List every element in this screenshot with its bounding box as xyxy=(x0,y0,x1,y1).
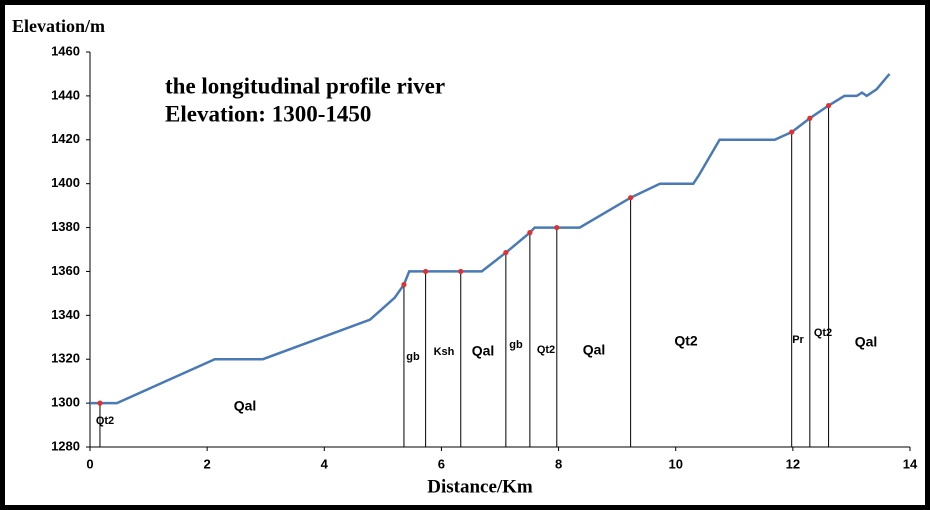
zone-label: Qal xyxy=(234,398,257,414)
zone-label: Qt2 xyxy=(674,333,698,349)
point xyxy=(527,230,533,236)
y-axis-label: Elevation/m xyxy=(12,16,105,36)
zone-label: gb xyxy=(406,351,420,363)
point xyxy=(458,268,464,275)
point xyxy=(789,129,795,135)
x-tick-label: 12 xyxy=(786,456,800,471)
x-tick-label: 8 xyxy=(555,456,562,471)
x-tick-label: 14 xyxy=(903,456,918,471)
zone-label: gb xyxy=(509,339,523,351)
zone-label: Qt2 xyxy=(537,344,555,356)
x-tick-label: 6 xyxy=(438,456,445,471)
zone-label: Qal xyxy=(472,343,495,359)
y-tick-label: 1440 xyxy=(51,87,80,102)
y-tick-label: 1280 xyxy=(51,438,80,453)
y-tick-label: 1380 xyxy=(51,219,80,234)
x-tick-label: 0 xyxy=(86,456,93,471)
profile-line xyxy=(90,73,891,405)
x-tick-label: 4 xyxy=(321,456,329,471)
y-tick-label: 1400 xyxy=(51,175,80,190)
point xyxy=(628,195,634,201)
zone-label: Pr xyxy=(792,334,804,346)
point xyxy=(423,268,429,275)
point xyxy=(503,249,509,256)
x-tick-label: 2 xyxy=(204,456,211,471)
y-tick-label: 1360 xyxy=(51,263,80,278)
y-tick-label: 1340 xyxy=(51,307,80,322)
y-tick-label: 1300 xyxy=(51,395,80,410)
zone-label: Qt2 xyxy=(814,327,832,339)
y-tick-label: 1460 xyxy=(51,43,80,58)
zone-label: Qal xyxy=(583,342,606,358)
zone-label: Ksh xyxy=(434,346,455,358)
point xyxy=(97,400,103,406)
chart-subtitle: Elevation: 1300-1450 xyxy=(165,101,371,126)
point xyxy=(554,224,560,231)
point xyxy=(825,102,832,109)
point xyxy=(401,282,407,288)
zone-label: Qt2 xyxy=(96,415,114,427)
y-tick-label: 1320 xyxy=(51,351,80,366)
point xyxy=(807,115,813,121)
chart-title: the longitudinal profile river xyxy=(165,73,445,98)
zone-label: Qal xyxy=(855,334,878,350)
x-axis-label: Distance/Km xyxy=(427,476,533,497)
y-tick-label: 1420 xyxy=(51,131,80,146)
x-tick-label: 10 xyxy=(668,456,682,471)
